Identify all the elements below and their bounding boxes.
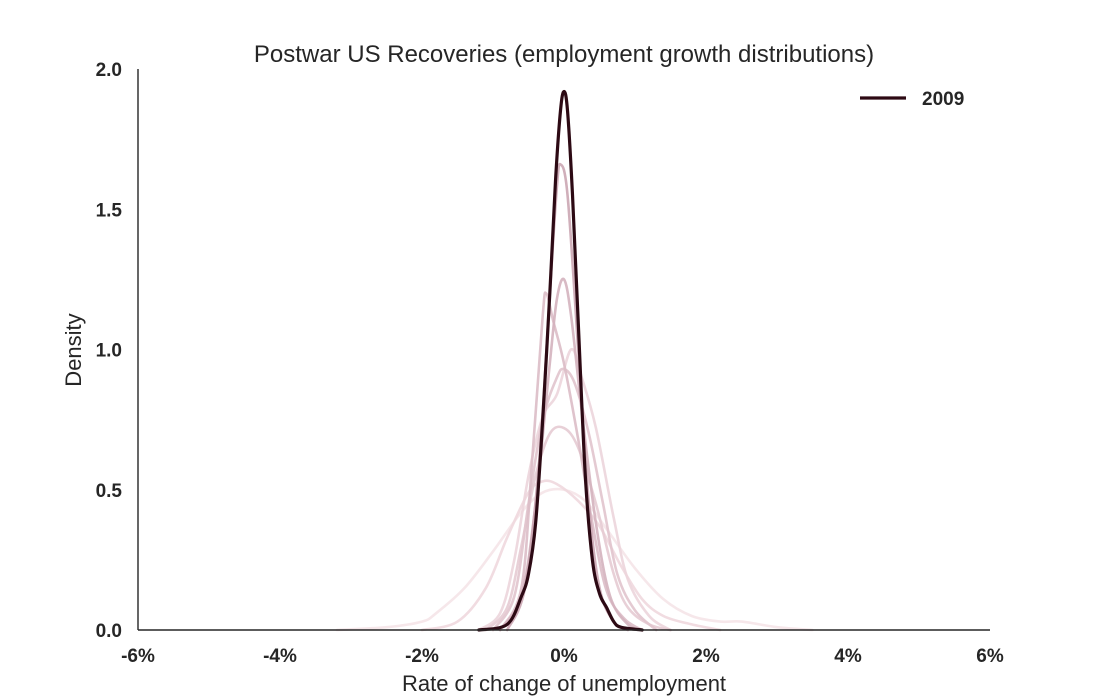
- x-tick-label: 4%: [834, 646, 862, 667]
- series-line-4: [484, 425, 672, 632]
- y-axis-label: Density: [61, 313, 86, 386]
- y-tick-label: 1.5: [96, 200, 123, 221]
- series-line-7: [498, 277, 644, 632]
- x-tick-label: 6%: [976, 646, 1004, 667]
- legend-label-2009: 2009: [922, 89, 964, 110]
- x-tick-label: -6%: [121, 646, 155, 667]
- series-line-6: [498, 291, 644, 632]
- y-tick-label: 0.5: [96, 481, 123, 502]
- series-line-1: [335, 487, 814, 632]
- y-tick-label: 1.0: [96, 341, 122, 362]
- y-tick-label: 2.0: [96, 60, 122, 81]
- x-tick-labels: -6% -4% -2% 0% 2% 4% 6%: [121, 646, 1004, 667]
- series-line-2: [420, 479, 722, 632]
- y-tick-labels: 0.0 0.5 1.0 1.5 2.0: [96, 60, 123, 642]
- chart-title: Postwar US Recoveries (employment growth…: [254, 41, 874, 68]
- series-line-3: [477, 348, 672, 632]
- curves-group: [335, 89, 814, 632]
- x-axis-label: Rate of change of unemployment: [402, 671, 726, 696]
- x-tick-label: 0%: [550, 646, 578, 667]
- x-tick-label: -2%: [405, 646, 439, 667]
- series-line-5: [491, 367, 658, 632]
- series-line-2009: [477, 89, 644, 632]
- y-tick-label: 0.0: [96, 621, 122, 642]
- x-tick-label: -4%: [263, 646, 297, 667]
- legend: 2009: [860, 89, 964, 110]
- x-tick-label: 2%: [692, 646, 720, 667]
